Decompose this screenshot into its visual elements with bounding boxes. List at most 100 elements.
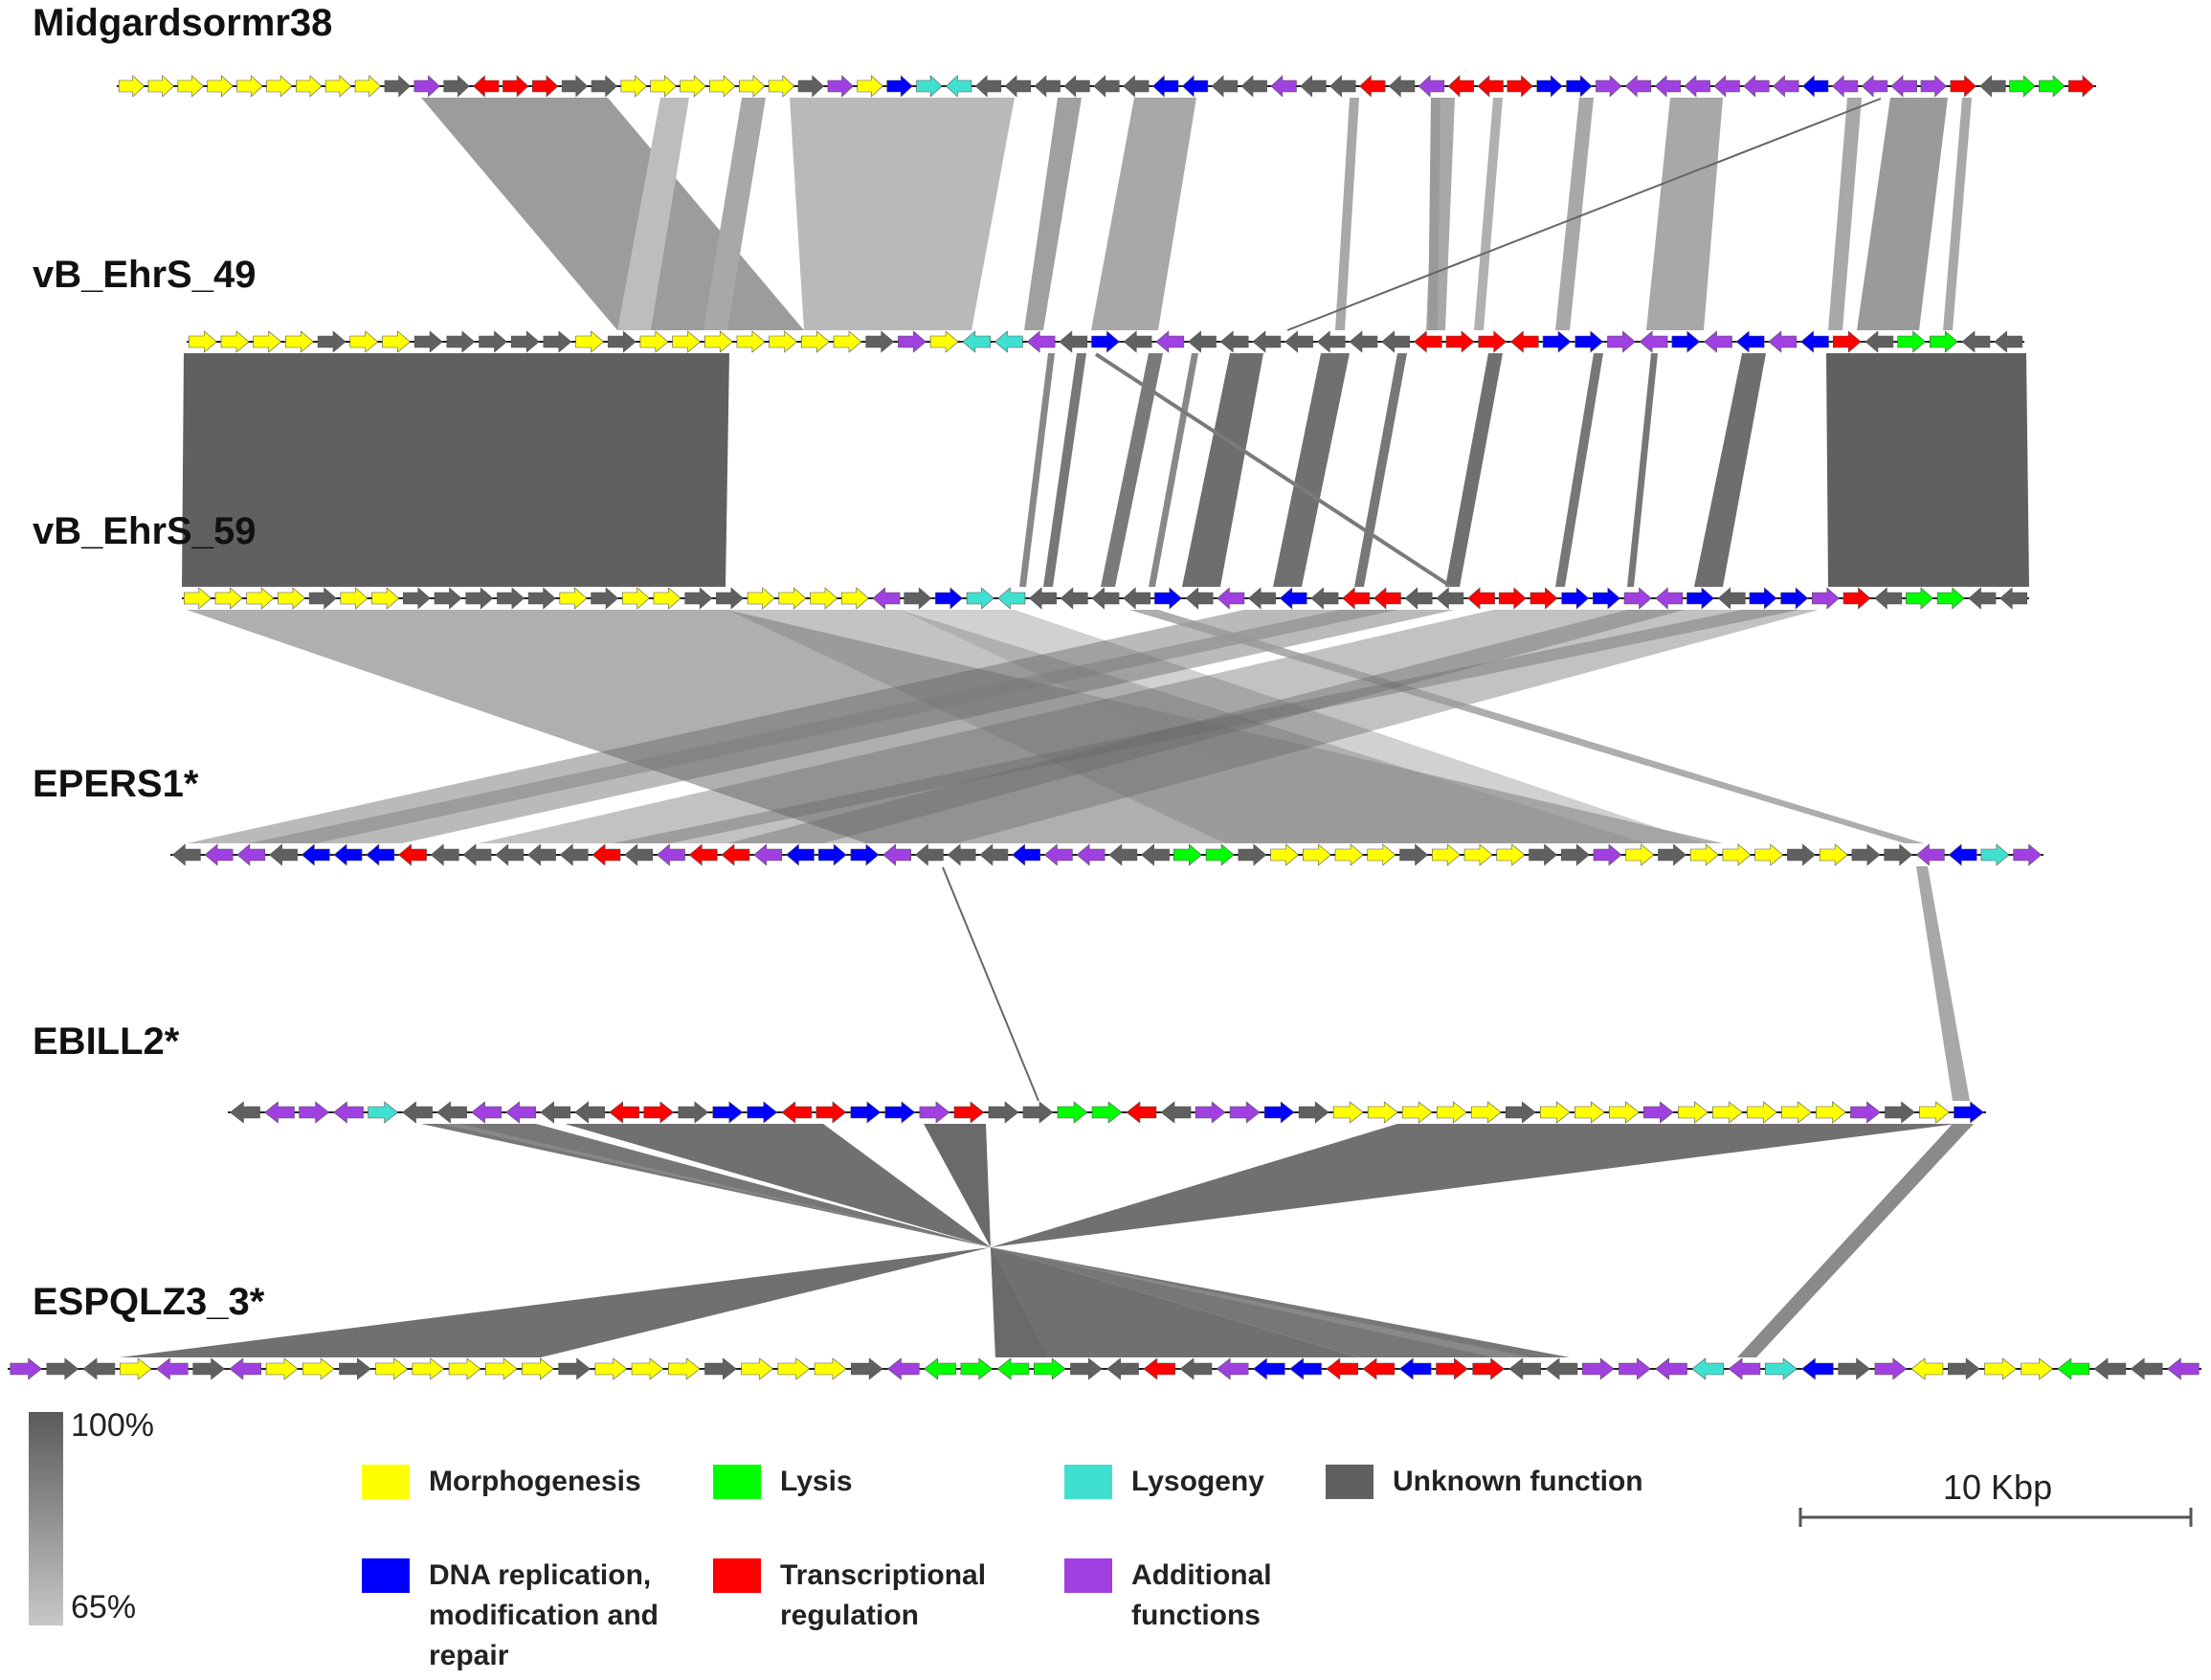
gene-arrow xyxy=(46,1357,79,1380)
gene-arrow xyxy=(1188,330,1217,353)
gene-arrow xyxy=(1248,587,1276,610)
identity-max-label: 100% xyxy=(71,1407,154,1444)
gene-arrow xyxy=(1496,843,1526,866)
gene-arrow xyxy=(1141,843,1170,866)
gene-arrow xyxy=(1874,1357,1908,1380)
gene-arrow xyxy=(1029,587,1057,610)
gene-arrow xyxy=(953,1101,985,1124)
gene-arrow xyxy=(1185,587,1214,610)
legend-swatch-lysogeny xyxy=(1064,1465,1112,1499)
gene-arrow xyxy=(781,1101,813,1124)
synteny-block xyxy=(1445,353,1503,587)
synteny-block xyxy=(1273,353,1350,587)
gene-arrow xyxy=(1298,1101,1329,1124)
gene-arrow xyxy=(1467,587,1495,610)
gene-arrow xyxy=(1219,330,1249,353)
gene-arrow xyxy=(988,1101,1019,1124)
gene-arrow xyxy=(559,587,588,610)
gene-arrow xyxy=(575,330,605,353)
gene-arrow xyxy=(1915,843,1945,866)
gene-arrow xyxy=(857,75,883,98)
synteny-block xyxy=(704,98,766,330)
gene-arrow xyxy=(753,843,783,866)
gene-arrow xyxy=(371,587,400,610)
gene-arrow xyxy=(1477,75,1504,98)
gene-arrow xyxy=(2093,1357,2127,1380)
gene-arrow xyxy=(1399,843,1429,866)
legend-additional-functions: Additional functions xyxy=(1064,1558,1272,1636)
synteny-block xyxy=(727,610,1646,843)
gene-arrow xyxy=(446,330,476,353)
gene-arrow xyxy=(801,330,830,353)
synteny-block xyxy=(1857,98,1948,330)
gene-arrow xyxy=(1143,1357,1176,1380)
gene-arrow xyxy=(1181,75,1209,98)
legend-swatch-additional-functions xyxy=(1064,1558,1112,1593)
legend-swatch-unknown-function xyxy=(1326,1465,1374,1499)
gene-arrow xyxy=(741,1357,774,1380)
gene-arrow xyxy=(591,587,619,610)
gene-arrow xyxy=(543,330,572,353)
gene-arrow xyxy=(994,330,1023,353)
gene-arrow xyxy=(815,1101,847,1124)
gene-arrow xyxy=(1123,330,1152,353)
gene-arrow xyxy=(1655,587,1684,610)
identity-scale-bar xyxy=(29,1412,63,1625)
synteny-block xyxy=(617,98,689,330)
gene-arrow xyxy=(1478,330,1508,353)
gene-arrow xyxy=(960,1357,994,1380)
gene-arrow xyxy=(1832,330,1862,353)
gene-arrow xyxy=(1229,1101,1261,1124)
gene-arrow xyxy=(264,1101,295,1124)
gene-arrow xyxy=(833,330,862,353)
gene-arrow xyxy=(684,587,713,610)
gene-arrow xyxy=(1173,843,1202,866)
gene-arrow xyxy=(1436,1357,1468,1380)
gene-arrow xyxy=(1861,75,1888,98)
gene-arrow xyxy=(1890,75,1917,98)
synteny-block xyxy=(421,98,804,330)
gene-arrow xyxy=(1717,587,1746,610)
gene-arrow xyxy=(324,75,352,98)
gene-arrow xyxy=(947,843,976,866)
gene-arrow xyxy=(301,843,330,866)
gene-arrow xyxy=(1431,843,1461,866)
gene-arrow xyxy=(118,75,145,98)
gene-arrow xyxy=(1950,75,1976,98)
gene-arrow xyxy=(443,75,470,98)
gene-arrow xyxy=(1507,75,1533,98)
gene-arrow xyxy=(171,843,201,866)
gene-arrow xyxy=(1091,330,1120,353)
gene-arrow xyxy=(1561,587,1590,610)
gene-arrow xyxy=(398,843,427,866)
gene-arrow xyxy=(471,1101,502,1124)
gene-arrow xyxy=(1885,1101,1915,1124)
gene-arrow xyxy=(865,330,895,353)
gene-arrow xyxy=(1505,1101,1536,1124)
gene-arrow xyxy=(2067,75,2095,98)
gene-arrow xyxy=(1838,1357,1871,1380)
gene-arrow xyxy=(1217,587,1245,610)
gene-arrow xyxy=(884,1101,916,1124)
gene-arrow xyxy=(1509,330,1539,353)
synteny-block xyxy=(991,1247,1570,1357)
synteny-block xyxy=(727,610,1685,843)
gene-arrow xyxy=(1179,1357,1213,1380)
gene-arrow xyxy=(1349,330,1378,353)
gene-arrow xyxy=(747,1101,778,1124)
gene-arrow xyxy=(1768,330,1798,353)
gene-arrow xyxy=(747,587,775,610)
gene-arrow xyxy=(2009,75,2036,98)
genome-name-epers1: EPERS1* xyxy=(33,763,199,805)
gene-arrow xyxy=(1948,843,1977,866)
synteny-block xyxy=(1694,353,1766,587)
gene-arrow xyxy=(1994,330,2022,353)
gene-arrow xyxy=(561,75,589,98)
gene-arrow xyxy=(704,330,733,353)
identity-min-label: 65% xyxy=(71,1589,137,1625)
gene-arrow xyxy=(1012,843,1040,866)
synteny-block xyxy=(991,1247,1531,1357)
gene-arrow xyxy=(1057,1101,1088,1124)
gene-arrow xyxy=(230,1101,260,1124)
gene-arrow xyxy=(1671,330,1701,353)
